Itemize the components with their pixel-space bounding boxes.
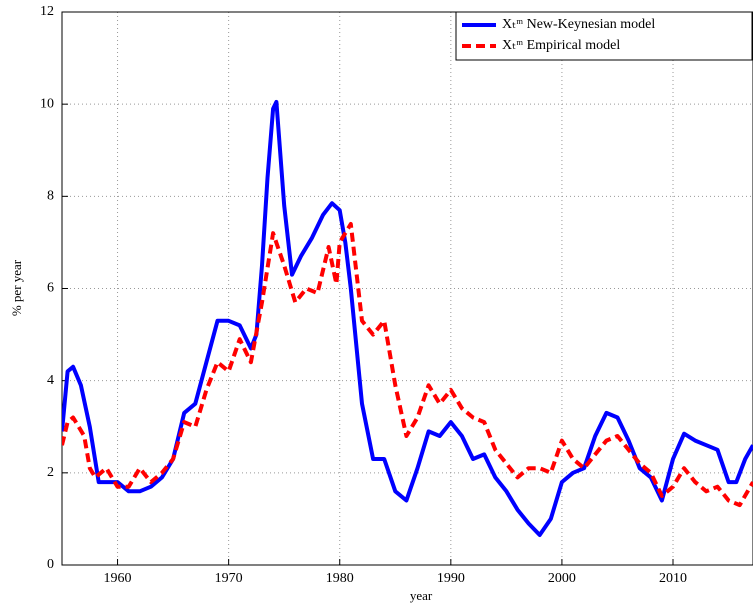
x-axis-label: year xyxy=(410,588,433,603)
x-tick-label: 2000 xyxy=(548,571,576,586)
y-tick-label: 2 xyxy=(47,465,54,480)
x-tick-label: 1980 xyxy=(326,571,354,586)
x-tick-label: 2010 xyxy=(659,571,687,586)
plot xyxy=(62,99,753,537)
y-tick-label: 4 xyxy=(47,373,54,388)
legend-label: Xₜᵐ Empirical model xyxy=(502,38,620,53)
y-axis-label: % per year xyxy=(9,259,24,316)
x-tick-label: 1970 xyxy=(215,571,243,586)
y-tick-label: 6 xyxy=(47,281,54,296)
plot-frame xyxy=(61,11,753,566)
data-line xyxy=(62,99,753,537)
y-tick-label: 12 xyxy=(40,4,54,19)
x-tick-label: 1990 xyxy=(437,571,465,586)
legend-label: Xₜᵐ New-Keynesian model xyxy=(502,17,655,32)
data-line xyxy=(62,222,753,508)
y-tick-label: 8 xyxy=(47,189,54,204)
x-tick-label: 1960 xyxy=(104,571,132,586)
y-tick-label: 0 xyxy=(47,557,54,572)
y-tick-label: 10 xyxy=(40,96,54,111)
legend-box xyxy=(455,11,753,61)
